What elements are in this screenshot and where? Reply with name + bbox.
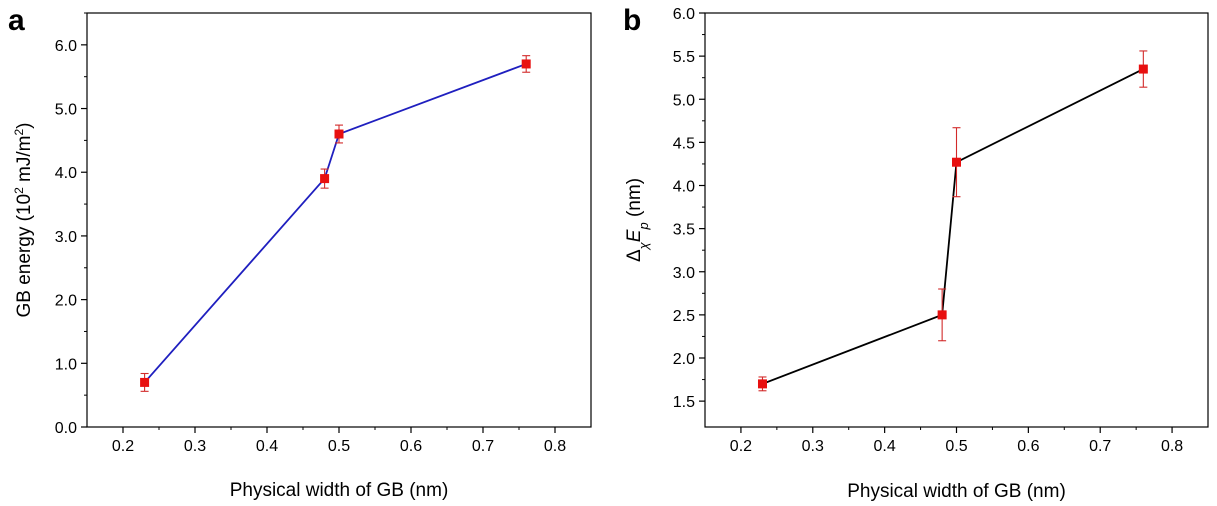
chart-b-y-axis-title: ΔχEp (nm) <box>624 178 651 262</box>
chart-a-y-tick-label-5: 5.0 <box>55 102 77 119</box>
chart-b-x-tick-label-6: 0.8 <box>1161 438 1183 455</box>
chart-a-plot-frame <box>86 12 592 428</box>
chart-b-x-tick-label-3: 0.5 <box>945 438 967 455</box>
chart-a-ylabel-close: ) <box>14 123 35 129</box>
chart-a-x-tick-label-1: 0.3 <box>184 438 206 455</box>
chart-a-data-point-0 <box>140 377 150 387</box>
chart-b-y-tick-label-6: 4.5 <box>673 135 695 152</box>
chart-b-y-tick-label-0: 1.5 <box>673 394 695 411</box>
chart-a-x-tick-label-6: 0.8 <box>544 438 566 455</box>
panel-label-b: b <box>623 4 642 37</box>
chart-b-ylabel-e: E <box>624 229 645 242</box>
chart-a-y-tick-label-3: 3.0 <box>55 229 77 246</box>
chart-b-x-tick-label-2: 0.4 <box>874 438 896 455</box>
chart-b-y-tick-label-9: 6.0 <box>673 6 695 23</box>
chart-a-x-tick-label-5: 0.7 <box>472 438 494 455</box>
chart-a-ylabel-unit: mJ/m <box>14 136 35 188</box>
chart-a-series-line-0 <box>143 63 527 384</box>
chart-a-ticks: 0.2 0.3 0.4 0.5 0.6 0.7 0.8 0.0 1.0 2.0 3.0 4.0 5.0 6… <box>55 12 566 455</box>
chart-b-y-tick-label-1: 2.0 <box>673 351 695 368</box>
chart-b-ticks: 0.2 0.3 0.4 0.5 0.6 0.7 0.8 1.5 2.0 2.5 3.0 3.5 4.0 4… <box>673 6 1184 455</box>
chart-b-data-point-0 <box>757 379 767 389</box>
chart-a-y-tick-label-4: 4.0 <box>55 165 77 182</box>
chart-b-ylabel-delta: Δ <box>624 249 645 262</box>
chart-b-data-point-1 <box>937 310 947 320</box>
chart-b-x-tick-label-5: 0.7 <box>1089 438 1111 455</box>
chart-b-x-tick-label-4: 0.6 <box>1017 438 1039 455</box>
chart-a-data-point-3 <box>521 59 531 69</box>
chart-b-data-point-3 <box>1138 64 1148 74</box>
chart-a-ylabel-sup: 2 <box>12 187 26 194</box>
chart-b-y-tick-label-8: 5.5 <box>673 49 695 66</box>
chart-a-ylabel-unit-sup: 2 <box>12 129 26 136</box>
chart-b-ylabel-p: p <box>636 222 651 230</box>
chart-b-data-point-2 <box>952 157 961 167</box>
chart-b-x-tick-label-1: 0.3 <box>802 438 824 455</box>
chart-b-series <box>757 50 1148 392</box>
chart-b-plot-frame <box>704 12 1209 428</box>
chart-a-x-tick-label-3: 0.5 <box>328 438 350 455</box>
chart-b-series-line-0 <box>762 68 1144 385</box>
chart-a-y-tick-label-6: 6.0 <box>55 38 77 55</box>
chart-a-ylabel-main: GB energy (10 <box>14 194 35 318</box>
chart-a-y-tick-label-1: 1.0 <box>55 356 77 373</box>
chart-a-y-tick-label-0: 0.0 <box>55 420 77 437</box>
chart-b-y-tick-label-5: 4.0 <box>673 179 695 196</box>
chart-b-ylabel-sub: χ <box>636 241 651 250</box>
chart-a-data-point-1 <box>320 174 330 184</box>
chart-b-y-tick-label-2: 2.5 <box>673 308 695 325</box>
panel-label-a: a <box>8 4 25 37</box>
chart-b-y-tick-label-3: 3.0 <box>673 265 695 282</box>
chart-a-y-axis-title: GB energy (102 mJ/m2) <box>12 123 35 318</box>
chart-a-series <box>140 55 531 392</box>
chart-a-x-tick-label-4: 0.6 <box>400 438 422 455</box>
chart-a-x-tick-label-2: 0.4 <box>256 438 278 455</box>
chart-b-x-axis-title: Physical width of GB (nm) <box>847 481 1066 502</box>
chart-b-x-tick-label-0: 0.2 <box>730 438 752 455</box>
chart-a-x-axis-title: Physical width of GB (nm) <box>230 480 449 501</box>
chart-a-data-point-2 <box>334 129 344 139</box>
chart-a-x-tick-label-0: 0.2 <box>112 438 134 455</box>
chart-b-y-tick-label-7: 5.0 <box>673 92 695 109</box>
chart-b-y-tick-label-4: 3.5 <box>673 222 695 239</box>
chart-b-ylabel-rest: (nm) <box>624 178 645 222</box>
chart-a-y-tick-label-2: 2.0 <box>55 293 77 310</box>
